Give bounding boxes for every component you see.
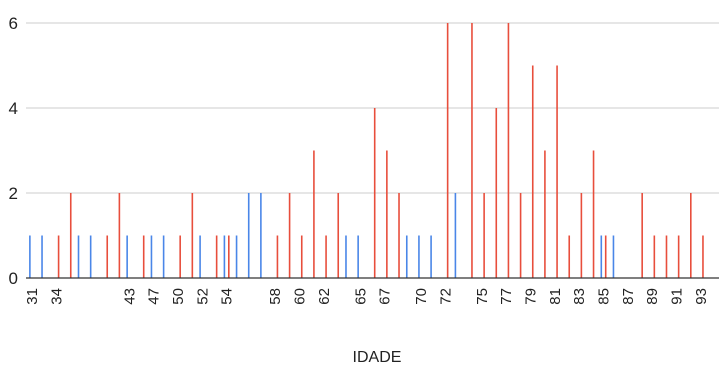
y-tick-label: 4 xyxy=(9,99,18,118)
x-tick-label: 47 xyxy=(146,288,163,305)
x-tick-label: 77 xyxy=(498,288,515,305)
x-tick-label: 58 xyxy=(267,288,284,305)
x-tick-label: 70 xyxy=(413,288,430,305)
x-tick-label: 93 xyxy=(693,288,710,305)
x-tick-label: 87 xyxy=(620,288,637,305)
bars xyxy=(29,23,704,278)
x-tick-label: 72 xyxy=(437,288,454,305)
gridlines xyxy=(26,22,719,194)
x-tick-label: 81 xyxy=(547,288,564,305)
y-tick-label: 2 xyxy=(9,184,18,203)
x-tick-label: 91 xyxy=(668,288,685,305)
x-tick-label: 83 xyxy=(571,288,588,305)
x-tick-label: 52 xyxy=(194,288,211,305)
x-tick-label: 43 xyxy=(121,288,138,305)
x-tick-label: 67 xyxy=(377,288,394,305)
x-tick-label: 65 xyxy=(352,288,369,305)
axes: 0 2 4 6 31 34 43 47 50 52 54 58 60 62 65 67 70 72 75 77 79 81… xyxy=(9,14,719,305)
x-tick-label: 60 xyxy=(292,288,309,305)
x-tick-label: 62 xyxy=(316,288,333,305)
x-tick-label: 79 xyxy=(523,288,540,305)
x-tick-label: 50 xyxy=(170,288,187,305)
x-tick-label: 34 xyxy=(48,288,65,305)
x-axis-title: IDADE xyxy=(353,349,402,366)
x-tick-label: 85 xyxy=(596,288,613,305)
y-tick-label: 6 xyxy=(9,14,18,33)
x-tick-label: 54 xyxy=(219,288,236,305)
x-tick-label: 31 xyxy=(24,288,41,305)
x-tick-label: 89 xyxy=(644,288,661,305)
y-tick-label: 0 xyxy=(9,269,18,288)
x-tick-label: 75 xyxy=(474,288,491,305)
